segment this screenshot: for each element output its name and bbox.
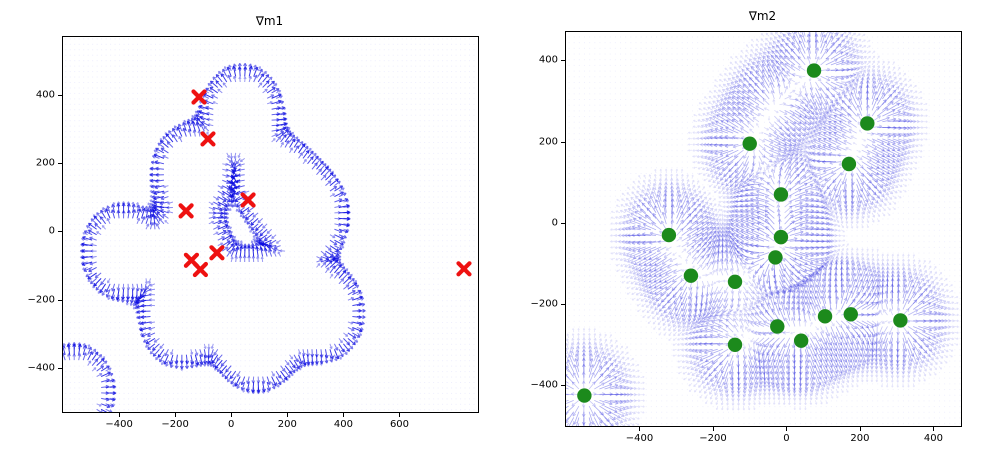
x-tick-label: −400 [105,419,133,430]
y-tick-mark [561,385,565,387]
y-tick-mark [561,141,565,143]
plot-title-m1: ∇m1 [255,14,284,28]
x-tick-mark [175,413,177,417]
x-tick-label: −200 [161,419,189,430]
x-tick-mark [712,427,714,431]
x-tick-mark [399,413,401,417]
x-tick-mark [859,427,861,431]
x-tick-mark [933,427,935,431]
y-tick-mark [58,94,62,96]
x-tick-label: 200 [277,419,297,430]
y-tick-label: 0 [551,217,558,229]
quiver-canvas-m2 [566,32,961,426]
y-tick-mark [58,231,62,233]
y-tick-mark [561,222,565,224]
y-tick-label: −200 [530,298,558,310]
x-tick-mark [639,427,641,431]
x-tick-label: 0 [783,433,790,444]
y-tick-mark [58,367,62,369]
axes-m1 [62,36,479,413]
y-tick-label: 0 [48,225,55,237]
axes-m2 [565,31,962,427]
y-tick-mark [58,299,62,301]
quiver-canvas-m1 [63,37,478,412]
y-tick-label: 400 [538,54,558,66]
x-tick-mark [287,413,289,417]
y-tick-mark [561,60,565,62]
y-tick-label: −400 [530,379,558,391]
y-tick-label: −400 [27,362,55,374]
y-tick-label: 200 [538,136,558,148]
x-tick-label: 0 [228,419,235,430]
x-tick-label: 600 [389,419,410,430]
y-tick-label: 400 [35,89,55,101]
x-tick-mark [343,413,345,417]
x-tick-label: −400 [625,433,654,444]
y-tick-label: 200 [35,157,55,169]
x-tick-label: −200 [699,433,727,444]
x-tick-label: 400 [333,419,353,430]
x-tick-mark [786,427,788,431]
plot-title-m2: ∇m2 [748,9,777,23]
x-tick-mark [119,413,121,417]
y-tick-mark [561,304,565,306]
y-tick-mark [58,163,62,165]
y-tick-label: −200 [27,294,55,305]
x-tick-label: 400 [923,433,943,444]
x-tick-mark [231,413,233,417]
x-tick-label: 200 [850,433,870,444]
